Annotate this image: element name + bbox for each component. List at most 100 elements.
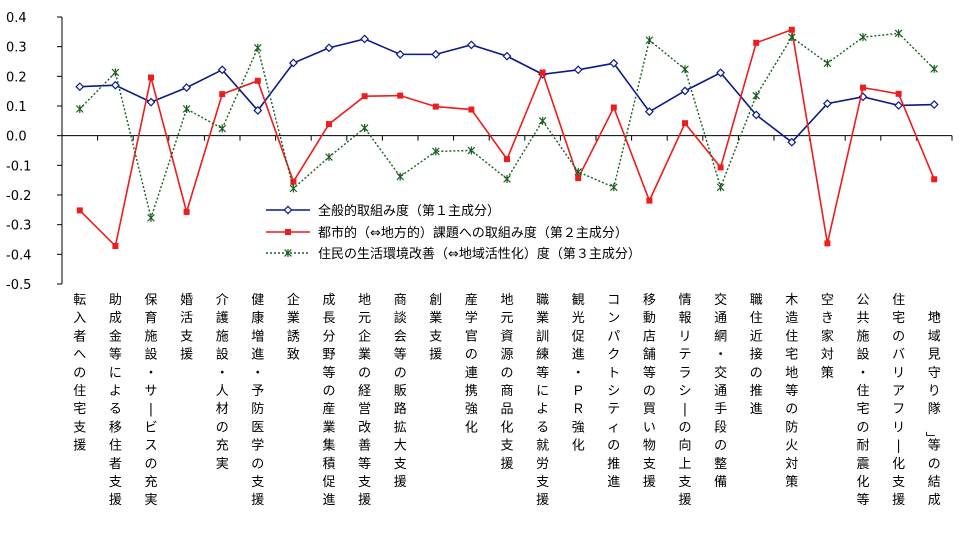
category-char: 援	[73, 439, 86, 454]
legend-label: 全般的取組み度（第１主成分）	[318, 203, 500, 219]
y-tick-label: -0.2	[6, 189, 31, 204]
data-point	[253, 106, 263, 115]
category-char: 家	[821, 328, 834, 344]
category-char: 支	[892, 475, 905, 490]
category-char: 支	[643, 457, 656, 472]
category-char: 職	[536, 293, 549, 308]
category-char: 情	[678, 293, 691, 308]
legend: 全般的取組み度（第１主成分） 都市的（⇔地方的）課題への取組み度（第２主成分） 住民…	[266, 203, 641, 262]
category-char: の	[358, 366, 371, 381]
category-char: る	[536, 420, 549, 435]
category-char: 地	[358, 293, 371, 308]
category-char: 進	[607, 475, 620, 490]
category-char: シ	[607, 384, 620, 399]
category-char: 域	[928, 329, 941, 344]
category-char: 通	[714, 384, 727, 399]
category-char: の	[500, 366, 513, 381]
category-char: バ	[892, 348, 905, 363]
data-point	[716, 183, 725, 192]
data-point	[432, 103, 439, 110]
category-char: 網	[714, 329, 727, 344]
category-char: 元	[358, 311, 371, 326]
category-char: ・	[251, 366, 264, 381]
category-char: 練	[536, 348, 549, 363]
category-label: 地元資源の商品化支援	[500, 293, 513, 472]
category-char: 施	[216, 329, 229, 344]
category-char: 造	[785, 311, 798, 326]
data-point	[573, 65, 583, 75]
data-point	[182, 83, 192, 93]
category-char: き	[821, 311, 834, 326]
data-point	[860, 84, 866, 91]
category-char: 向	[678, 438, 691, 454]
category-char: 観	[572, 293, 585, 308]
category-label: 創業支援	[429, 293, 442, 363]
category-char: 公	[856, 293, 869, 308]
data-point	[682, 120, 688, 127]
category-char: 充	[216, 438, 229, 454]
category-char: 援	[251, 493, 264, 508]
category-char: 対	[785, 457, 798, 472]
category-label: 企業誘致	[287, 292, 300, 363]
category-char: 化	[892, 457, 905, 472]
category-char: 商	[394, 293, 407, 308]
category-char: 支	[251, 475, 264, 490]
data-point	[646, 197, 653, 204]
data-point	[111, 68, 120, 77]
category-char: 販	[394, 384, 407, 399]
category-char: 健	[251, 293, 264, 308]
category-char: 人	[216, 384, 229, 399]
category-char: の	[251, 457, 264, 472]
category-char: 木	[785, 293, 798, 308]
category-char: 産	[322, 401, 335, 417]
category-char: 就	[536, 439, 549, 454]
category-char: 化	[856, 475, 869, 490]
legend-label: 都市的（⇔地方的）課題への取組み度（第２主成分）	[318, 225, 628, 241]
category-char: 策	[821, 365, 834, 381]
category-char: 者	[109, 457, 122, 472]
category-char: 近	[750, 329, 763, 344]
category-char: 集	[322, 438, 335, 454]
category-label: 職業訓練等による就労支援	[536, 293, 549, 508]
category-char: 商	[500, 384, 513, 399]
data-point	[931, 176, 938, 183]
category-char: テ	[678, 348, 691, 363]
category-char: に	[536, 384, 549, 399]
category-char: ン	[607, 311, 620, 326]
category-char: の	[643, 384, 656, 399]
data-point	[645, 36, 654, 45]
category-char: 転	[73, 293, 86, 308]
category-char: 物	[643, 439, 656, 454]
y-tick-label: 0.1	[6, 100, 27, 115]
category-char: ・	[572, 366, 585, 381]
category-label: 移動店舗等の買い物支援	[643, 293, 656, 490]
category-char: 等	[643, 365, 656, 381]
category-char: 援	[180, 348, 193, 363]
category-label: 地元企業の経営改善等支援	[358, 293, 371, 508]
category-char: 援	[429, 348, 442, 363]
category-label: 保育施設・サ | ビスの充実	[144, 293, 157, 508]
category-label: 助成金等による移住者支援	[109, 293, 122, 508]
category-char: |	[683, 402, 687, 417]
data-point	[468, 106, 475, 113]
category-char: 上	[678, 457, 691, 472]
category-label: 健康増進・予防医学の支援	[251, 293, 264, 508]
category-char: 会	[394, 329, 407, 344]
category-char: ラ	[678, 366, 691, 381]
data-point	[218, 124, 227, 133]
category-char: 支	[500, 439, 513, 454]
data-point	[894, 100, 904, 110]
data-point	[502, 51, 512, 61]
category-char: 誘	[287, 329, 300, 344]
category-char: 援	[358, 493, 371, 508]
data-point	[75, 104, 84, 113]
category-char: 設	[216, 347, 229, 363]
category-char: 実	[216, 456, 229, 472]
data-point	[929, 100, 939, 109]
category-char: 設	[144, 347, 157, 363]
category-char: 動	[643, 311, 656, 326]
category-char: 支	[394, 457, 407, 472]
category-char: 等	[322, 365, 335, 381]
category-char: 改	[358, 420, 371, 435]
data-point	[574, 167, 583, 176]
